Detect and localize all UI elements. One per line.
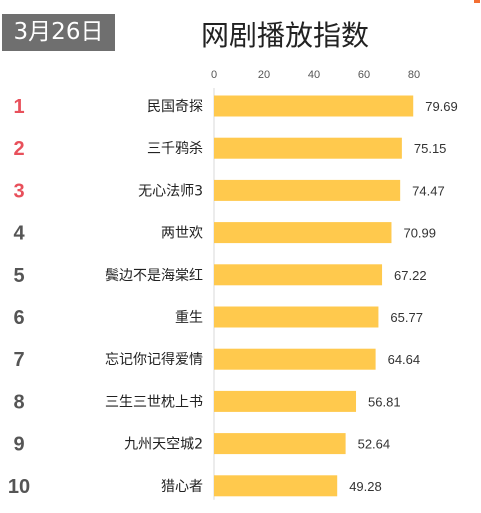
- axis-tick-label: 80: [408, 69, 420, 81]
- rank-number: 3: [13, 180, 24, 202]
- date-badge: 3月26日: [2, 14, 115, 51]
- category-label: 无心法师3: [138, 183, 203, 199]
- bar: [214, 137, 402, 159]
- value-label: 56.81: [368, 394, 401, 409]
- rank-number: 10: [8, 476, 30, 498]
- rank-number: 8: [13, 391, 24, 413]
- category-label: 两世欢: [161, 226, 203, 242]
- category-label: 忘记你记得爱情: [105, 351, 203, 368]
- accent-mark: [474, 0, 480, 3]
- bar: [214, 264, 383, 286]
- rank-number: 6: [13, 307, 24, 329]
- category-label: 鬓边不是海棠红: [105, 268, 203, 284]
- value-label: 67.22: [394, 268, 427, 283]
- value-label: 79.69: [425, 99, 458, 114]
- category-label: 三千鸦杀: [147, 140, 203, 157]
- axis-tick-label: 20: [258, 69, 270, 81]
- bar: [214, 348, 376, 370]
- category-label: 民国奇探: [147, 98, 203, 115]
- bar: [214, 390, 357, 412]
- axis-tick-label: 0: [211, 69, 217, 81]
- chart-title: 网剧播放指数: [200, 19, 369, 52]
- rank-number: 1: [13, 96, 24, 118]
- bar: [214, 306, 379, 328]
- rank-number: 4: [13, 223, 25, 245]
- category-label: 重生: [175, 310, 203, 326]
- bar: [214, 222, 392, 244]
- category-label: 猎心者: [161, 479, 203, 495]
- rank-number: 9: [13, 434, 24, 456]
- axis-tick-label: 40: [308, 69, 320, 81]
- category-label: 三生三世枕上书: [105, 394, 203, 410]
- value-label: 70.99: [403, 226, 436, 241]
- bar: [214, 433, 346, 455]
- value-label: 75.15: [414, 141, 447, 156]
- value-label: 49.28: [349, 479, 382, 494]
- category-label: 九州天空城2: [124, 437, 203, 453]
- rank-number: 7: [13, 349, 24, 371]
- axis-tick-label: 60: [358, 69, 370, 81]
- value-label: 65.77: [390, 310, 423, 325]
- rank-number: 2: [13, 138, 24, 160]
- bar: [214, 95, 414, 117]
- rank-number: 5: [13, 265, 24, 287]
- value-label: 52.64: [358, 437, 391, 452]
- value-label: 74.47: [412, 183, 445, 198]
- value-label: 64.64: [388, 352, 421, 367]
- bar: [214, 475, 338, 497]
- bar: [214, 179, 401, 201]
